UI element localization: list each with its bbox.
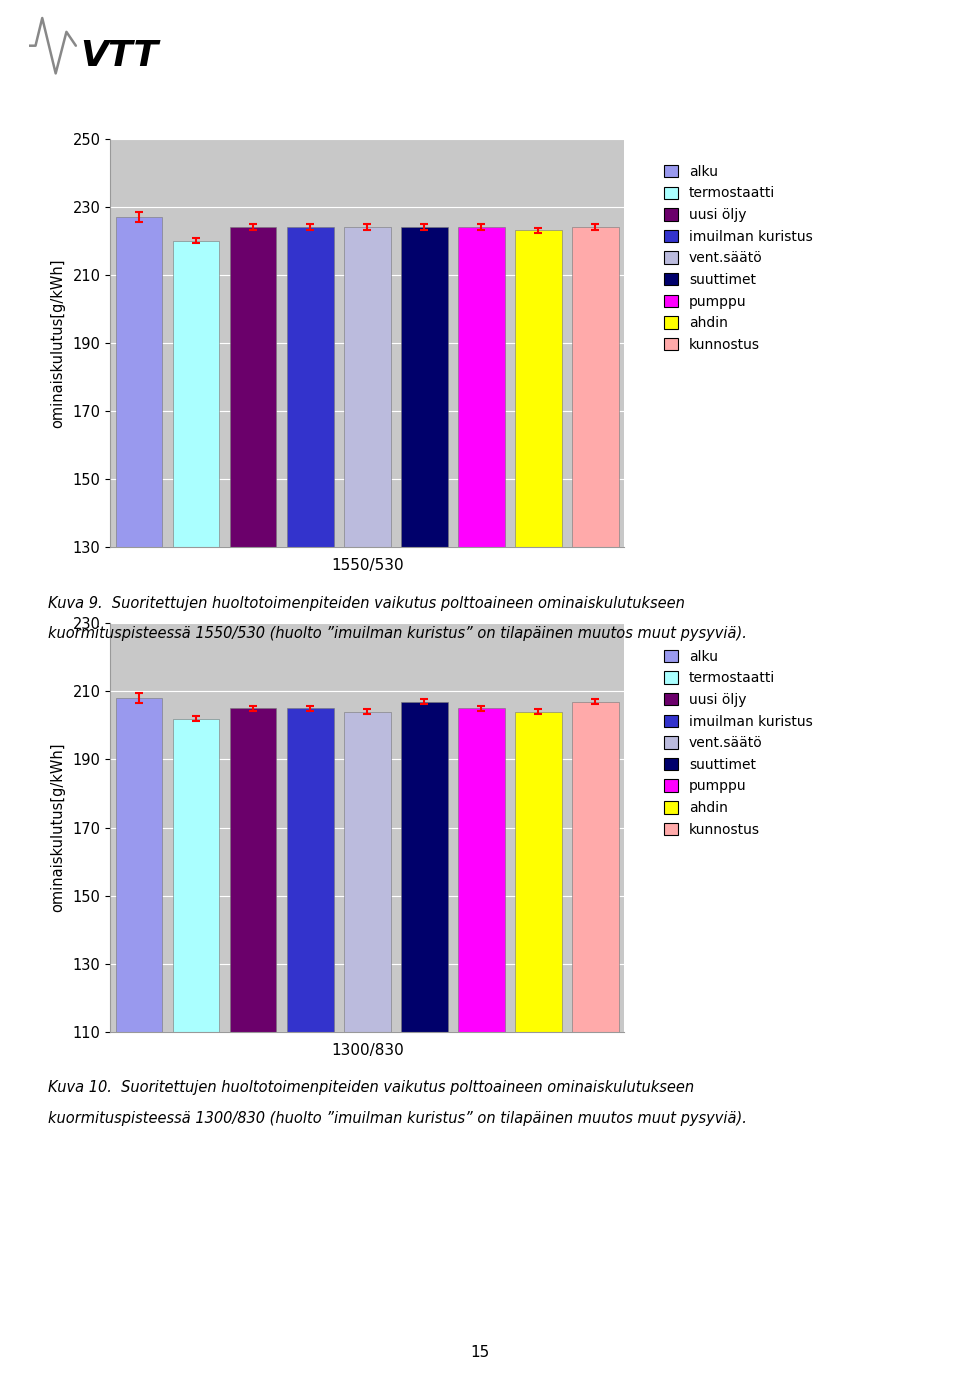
Text: Kuva 10.  Suoritettujen huoltotoimenpiteiden vaikutus polttoaineen ominaiskulutu: Kuva 10. Suoritettujen huoltotoimenpitei… (48, 1080, 694, 1096)
Text: kuormituspisteessä 1550/530 (huolto ”imuilman kuristus” on tilapäinen muutos muu: kuormituspisteessä 1550/530 (huolto ”imu… (48, 626, 747, 641)
Bar (287, 227, 333, 990)
Bar (572, 702, 619, 1385)
Y-axis label: ominaiskulutus[g/kWh]: ominaiskulutus[g/kWh] (51, 258, 65, 428)
Legend: alku, termostaatti, uusi öljy, imuilman kuristus, vent.säätö, suuttimet, pumppu,: alku, termostaatti, uusi öljy, imuilman … (660, 161, 817, 356)
Legend: alku, termostaatti, uusi öljy, imuilman kuristus, vent.säätö, suuttimet, pumppu,: alku, termostaatti, uusi öljy, imuilman … (660, 645, 817, 841)
Bar (401, 702, 447, 1385)
Bar (344, 712, 391, 1385)
Text: 15: 15 (470, 1345, 490, 1360)
Bar (458, 708, 505, 1385)
Bar (515, 712, 562, 1385)
Bar (115, 698, 162, 1385)
Bar (287, 708, 333, 1385)
Bar (229, 227, 276, 990)
Bar (229, 708, 276, 1385)
Y-axis label: ominaiskulutus[g/kWh]: ominaiskulutus[g/kWh] (51, 742, 65, 913)
Bar (572, 227, 619, 990)
Bar (458, 227, 505, 990)
Bar (344, 227, 391, 990)
Bar (515, 230, 562, 990)
Bar (173, 241, 220, 990)
Text: VTT: VTT (80, 39, 158, 73)
Bar (173, 719, 220, 1385)
Bar (401, 227, 447, 990)
Text: kuormituspisteessä 1300/830 (huolto ”imuilman kuristus” on tilapäinen muutos muu: kuormituspisteessä 1300/830 (huolto ”imu… (48, 1111, 747, 1126)
Bar (115, 217, 162, 990)
Text: Kuva 9.  Suoritettujen huoltotoimenpiteiden vaikutus polttoaineen ominaiskulutuk: Kuva 9. Suoritettujen huoltotoimenpiteid… (48, 596, 684, 611)
